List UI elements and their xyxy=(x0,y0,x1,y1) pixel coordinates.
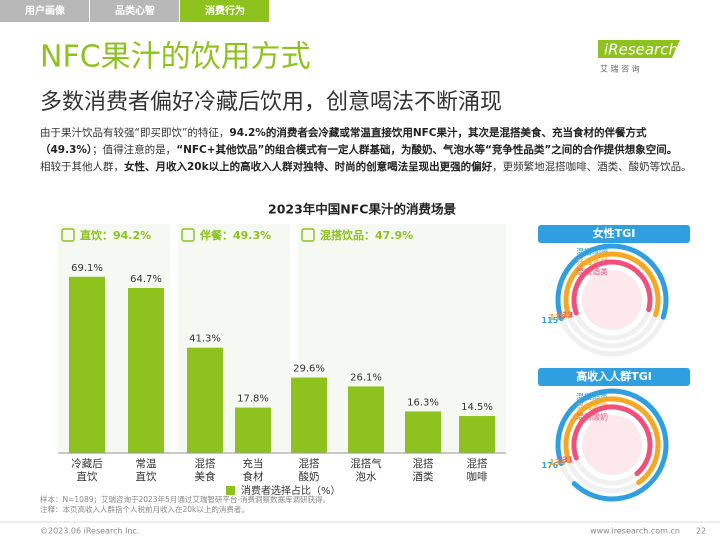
tab[interactable] xyxy=(0,0,89,22)
website: www.iresearch.com.cn xyxy=(590,527,680,536)
value-label: 69.1% xyxy=(71,263,103,274)
legend-swatch xyxy=(226,486,235,495)
group-panel xyxy=(298,224,506,454)
value-label: 29.6% xyxy=(293,364,325,375)
radial-bar xyxy=(563,396,661,485)
bar xyxy=(459,416,495,453)
legend-label: 充当食材 xyxy=(576,257,608,267)
logo-chinese: 艾 瑞 咨 询 xyxy=(600,64,640,74)
text: 相较于其他人群， xyxy=(40,161,124,173)
tab[interactable] xyxy=(90,0,179,22)
group-icon xyxy=(61,228,75,242)
paragraph: 由于果汁饮品有较强“即买即饮”的特征，94.2%的消费者会冷藏或常温直接饮用NF… xyxy=(40,125,708,159)
bar xyxy=(291,377,327,453)
footer-note: 注释：本页高收入人群指个人税前月收入在20k以上的消费者。 xyxy=(40,504,249,514)
radial-bar xyxy=(571,259,653,316)
bold-text: 女性、月收入20k以上的高收入人群对独特、时尚的创意喝法呈现出更强的偏好 xyxy=(124,161,493,173)
value-label: 115 xyxy=(542,316,559,325)
value-label: 115 xyxy=(549,313,566,322)
tab-label: 消费行为 xyxy=(205,4,245,17)
tab[interactable] xyxy=(180,0,269,22)
bar xyxy=(128,288,164,453)
radial-bar xyxy=(571,404,653,477)
bar xyxy=(348,386,384,453)
legend-label: 混搭酸奶 xyxy=(576,412,608,422)
bold-text: “NFC+其他饮品”的组合模式有一定人群基础，为酸奶、气泡水等“竞争性品类”之间… xyxy=(176,144,678,156)
bar xyxy=(405,411,441,453)
chart-title: 2023年中国NFC果汁的消费场景 xyxy=(268,202,456,217)
x-tick-label: 常温直饮 xyxy=(135,458,157,483)
title: NFC果汁的饮用方式 xyxy=(40,40,311,75)
footer-note: 样本：N=1089；艾瑞咨询于2023年5月通过艾瑞智研平台-消费洞察数据库调研… xyxy=(40,494,330,504)
bold-text: 94.2%的消费者会冷藏或常温直接饮用NFC果汁，其次是混搭美食、充当食材的伴餐… xyxy=(40,127,647,156)
x-tick-label: 充当食材 xyxy=(242,458,264,483)
logo-badge xyxy=(598,40,680,58)
logo-brand: iResearch xyxy=(604,41,678,59)
legend-label: 混搭咖啡 xyxy=(576,247,608,257)
panel-header xyxy=(538,368,690,386)
group-icon xyxy=(301,228,315,242)
x-tick-label: 混搭咖啡 xyxy=(466,458,488,483)
group-icon xyxy=(181,228,195,242)
subtitle: 多数消费者偏好冷藏后饮用，创意喝法不断涌现 xyxy=(40,90,502,115)
value-label: 16.3% xyxy=(407,397,439,408)
bar xyxy=(69,276,105,453)
panel-title: 女性TGI xyxy=(593,226,636,240)
radial-bar xyxy=(563,251,661,319)
legend-label: 混搭酒类 xyxy=(576,392,608,402)
body-text: 由于果汁饮品有较强“即买即饮”的特征，94.2%的消费者会冷藏或常温直接饮用NF… xyxy=(40,125,708,176)
value-label: 26.1% xyxy=(350,372,382,383)
panel-title: 高收入人群TGI xyxy=(576,369,652,383)
tab-label: 用户画像 xyxy=(24,4,66,17)
bar xyxy=(187,347,223,453)
legend-label: 混搭酒类 xyxy=(576,267,608,277)
center-disc xyxy=(582,415,642,475)
value-label: 64.7% xyxy=(130,274,162,285)
x-tick-label: 混搭酸奶 xyxy=(298,458,320,483)
value-label: 113 xyxy=(557,310,574,319)
value-label: 134 xyxy=(549,458,566,467)
value-label: 41.3% xyxy=(189,334,221,345)
value-label: 131 xyxy=(557,455,574,464)
value-label: 17.8% xyxy=(237,394,269,405)
text: ，更频繁地混搭咖啡、酒类、酸奶等饮品。 xyxy=(492,161,692,173)
copyright: ©2023.06 iResearch Inc. xyxy=(40,527,139,536)
group-label: 混搭饮品：47.9% xyxy=(320,228,413,242)
value-label: 176 xyxy=(542,461,559,470)
group-label: 直饮：94.2% xyxy=(80,228,151,242)
center-disc xyxy=(582,270,642,330)
panel-header xyxy=(538,225,690,243)
legend-label: 混搭咖啡 xyxy=(576,402,608,412)
legend-label: 消费者选择占比（%） xyxy=(241,484,341,497)
x-tick-label: 混搭酒类 xyxy=(412,458,434,483)
group-label: 伴餐：49.3% xyxy=(199,228,271,242)
value-label: 14.5% xyxy=(461,402,493,413)
x-tick-label: 冷藏后直饮 xyxy=(71,458,103,483)
bar xyxy=(235,407,271,453)
page-number: 22 xyxy=(696,527,706,536)
text: 由于果汁饮品有较强“即买即饮”的特征， xyxy=(40,127,230,139)
text: ；值得注意的是， xyxy=(92,144,177,156)
x-tick-label: 混搭气泡水 xyxy=(350,458,382,483)
radial-bar xyxy=(555,388,669,502)
paragraph: 相较于其他人群，女性、月收入20k以上的高收入人群对独特、时尚的创意喝法呈现出更… xyxy=(40,159,708,176)
tab-label: 品类心智 xyxy=(115,4,155,17)
radial-bar xyxy=(555,243,669,321)
x-tick-label: 混搭美食 xyxy=(194,458,216,483)
